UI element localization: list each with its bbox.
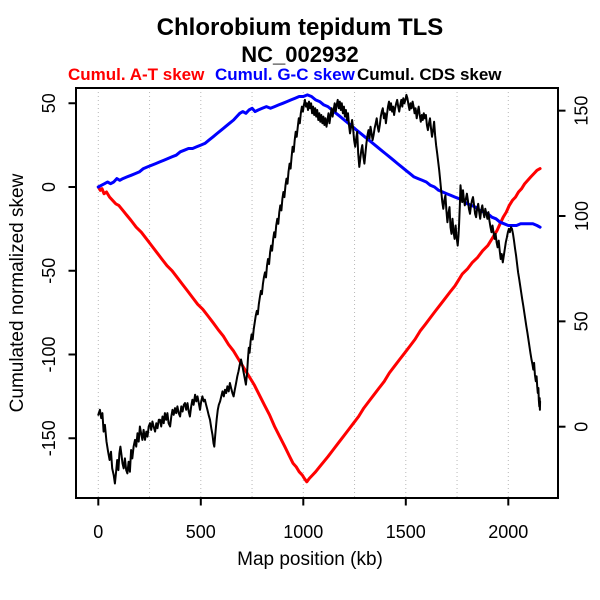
y-tick-label-left: 0 — [39, 182, 59, 192]
legend-item-cds-skew: Cumul. CDS skew — [357, 65, 502, 84]
x-tick-label: 0 — [93, 522, 103, 542]
legend-item-gc-skew: Cumul. G-C skew — [215, 65, 355, 84]
y-tick-label-left: -50 — [39, 258, 59, 284]
series-line-cumul-cds-skew — [97, 93, 542, 485]
chart-subtitle: NC_002932 — [241, 42, 359, 67]
y-tick-label-right: 0 — [572, 422, 592, 432]
x-tick-label: 1000 — [283, 522, 323, 542]
x-tick-label: 500 — [186, 522, 216, 542]
x-tick-label: 1500 — [386, 522, 426, 542]
x-tick-label: 2000 — [488, 522, 528, 542]
x-axis-label: Map position (kb) — [237, 549, 383, 570]
y-tick-label-right: 50 — [572, 311, 592, 331]
y-axis-label: Cumulated normalized skew — [7, 173, 28, 413]
series-line-cumul-a-t-skew — [96, 167, 542, 484]
y-tick-label-left: 50 — [39, 93, 59, 113]
y-tick-label-right: 100 — [572, 201, 592, 231]
y-tick-label-left: -100 — [39, 336, 59, 372]
legend-item-at-skew: Cumul. A-T skew — [68, 65, 205, 84]
chart-title: Chlorobium tepidum TLS — [156, 14, 444, 41]
plot-border — [75, 87, 559, 499]
y-tick-label-left: -150 — [39, 420, 59, 456]
y-tick-label-right: 150 — [572, 96, 592, 126]
